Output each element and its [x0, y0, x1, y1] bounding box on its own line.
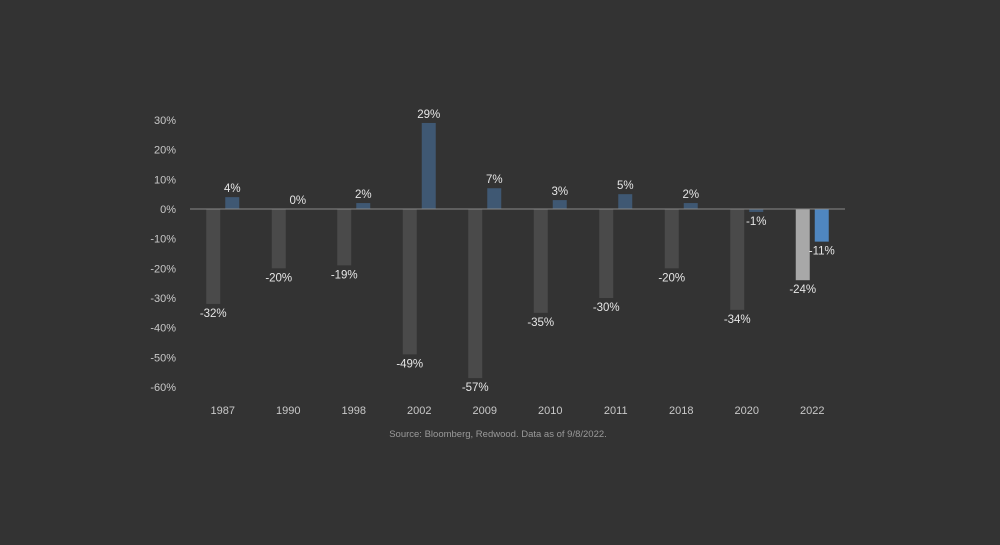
bar-1987-series-1	[206, 209, 221, 304]
bar-2010-series-2	[552, 200, 567, 209]
data-label-1990-series-2: 0%	[289, 195, 306, 207]
bar-1998-series-2	[356, 203, 371, 209]
x-tick-label: 2009	[473, 405, 497, 417]
data-label-2018-series-1: -20%	[658, 272, 685, 284]
data-label-2022-series-2: -11%	[809, 246, 835, 258]
bar-2018-series-1	[664, 209, 679, 269]
data-label-1998-series-1: -19%	[331, 269, 358, 281]
source-note: Source: Bloomberg, Redwood. Data as of 9…	[389, 429, 607, 440]
bar-2022-series-1	[795, 209, 810, 281]
bar-2020-series-2	[749, 209, 764, 212]
x-tick-label: 2002	[407, 405, 431, 417]
y-tick-label: -10%	[150, 234, 176, 246]
y-tick-label: -30%	[150, 293, 176, 305]
y-tick-label: -20%	[150, 263, 176, 275]
bar-2009-series-2	[487, 188, 502, 209]
x-tick-label: 1990	[276, 405, 300, 417]
data-label-2009-series-1: -57%	[462, 382, 489, 394]
data-label-1987-series-1: -32%	[200, 308, 227, 320]
data-label-1998-series-2: 2%	[355, 189, 372, 201]
data-label-2018-series-2: 2%	[682, 189, 699, 201]
y-tick-label: 20%	[154, 145, 176, 157]
data-label-2022-series-1: -24%	[789, 284, 816, 296]
x-tick-label: 2010	[538, 405, 562, 417]
y-tick-label: -50%	[150, 352, 176, 364]
y-axis-tick-labels: 30% 20% 10% 0% -10% -20% -30% -40% -50% -60%	[150, 115, 176, 394]
x-tick-label: 1987	[211, 405, 235, 417]
data-label-2011-series-2: 5%	[617, 180, 634, 192]
bar-2002-series-1	[402, 209, 417, 355]
bar-2011-series-1	[599, 209, 614, 298]
y-tick-label: -60%	[150, 382, 176, 394]
bar-1998-series-1	[337, 209, 352, 266]
bar-2010-series-1	[533, 209, 548, 313]
y-tick-label: 0%	[160, 204, 176, 216]
data-label-1987-series-2: 4%	[224, 183, 241, 195]
data-label-2010-series-2: 3%	[551, 186, 568, 198]
data-label-2002-series-1: -49%	[396, 358, 423, 370]
x-tick-label: 2022	[800, 405, 824, 417]
bar-1990-series-1	[271, 209, 286, 269]
bar-2022-series-2	[814, 209, 829, 242]
x-tick-label: 2020	[735, 405, 759, 417]
x-tick-label: 2011	[604, 405, 628, 417]
bar-1987-series-2	[225, 197, 240, 209]
data-label-2011-series-1: -30%	[593, 302, 620, 314]
bar-2011-series-2	[618, 194, 633, 209]
data-label-2002-series-2: 29%	[417, 109, 440, 121]
bar-2002-series-2	[421, 122, 436, 209]
data-label-2020-series-1: -34%	[724, 314, 751, 326]
data-label-2009-series-2: 7%	[486, 174, 503, 186]
x-tick-label: 2018	[669, 405, 693, 417]
data-label-2010-series-1: -35%	[527, 317, 554, 329]
bar-2020-series-1	[730, 209, 745, 310]
data-label-2020-series-2: -1%	[746, 216, 766, 228]
bar-2018-series-2	[683, 203, 698, 209]
x-axis-tick-labels: 1987 1990 1998 2002 2009 2010 2011 2018 2020 2022	[211, 405, 825, 417]
data-label-1990-series-1: -20%	[265, 272, 292, 284]
x-tick-label: 1998	[342, 405, 366, 417]
y-tick-label: 10%	[154, 174, 176, 186]
bars	[206, 122, 829, 379]
y-tick-label: 30%	[154, 115, 176, 127]
data-labels: -32% 4% -20% 0% -19% 2% -49% 29% -57% 7% -35% 3% -30…	[200, 109, 835, 394]
bar-2009-series-1	[468, 209, 483, 379]
y-tick-label: -40%	[150, 323, 176, 335]
